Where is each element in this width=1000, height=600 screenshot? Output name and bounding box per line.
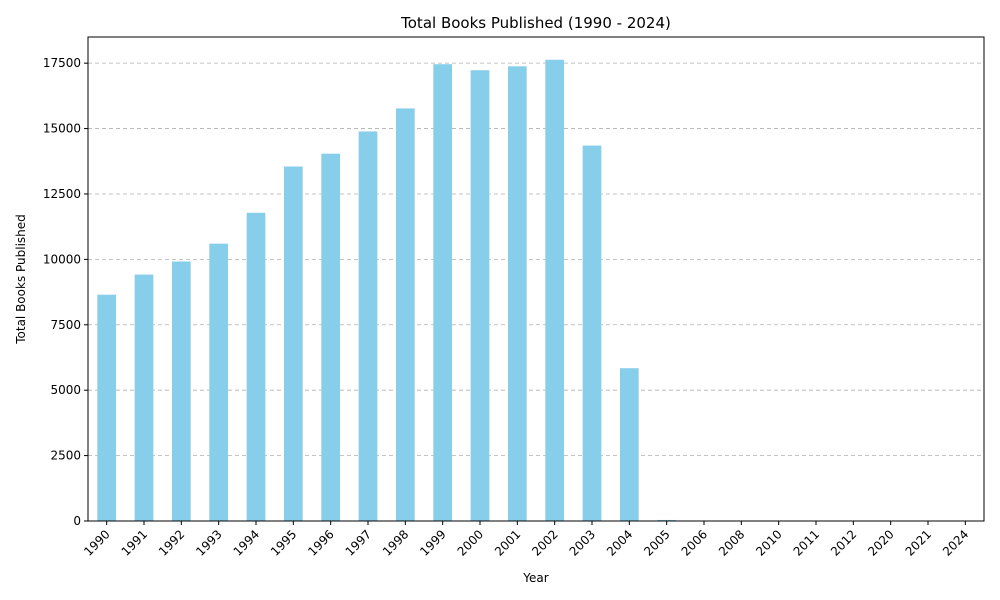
x-tick-label: 1991 [119,527,150,558]
x-tick-label: 2005 [641,527,672,558]
y-tick-label: 17500 [43,56,81,70]
x-tick-label: 2004 [604,527,635,558]
bar-1995 [284,166,303,522]
bar-1999 [433,64,452,521]
x-tick-label: 1996 [305,527,336,558]
x-tick-label: 1992 [156,527,187,558]
x-axis-ticks: 1990 1991 1992 1993 1994 1995 1996 1997 1998 1999… [81,521,971,559]
bar-1992 [172,261,191,521]
x-tick-label: 2003 [567,527,598,558]
x-axis-label: Year [522,571,548,585]
x-tick-label: 1995 [268,527,299,558]
y-tick-label: 10000 [43,252,81,266]
x-tick-label: 2006 [679,527,710,558]
x-tick-label: 2012 [828,527,859,558]
x-tick-label: 1997 [343,527,374,558]
x-tick-label: 1994 [231,527,262,558]
y-axis-ticks: 0 2500 5000 7500 10000 12500 15000 17500 [43,56,88,528]
bar-1996 [321,153,340,522]
bar-1991 [134,274,154,521]
y-tick-label: 5000 [50,383,81,397]
x-tick-label: 2010 [753,527,784,558]
bar-2001 [508,66,527,521]
y-tick-label: 7500 [50,318,81,332]
bar-1994 [246,212,266,521]
x-tick-label: 2000 [455,527,486,558]
x-tick-label: 2008 [716,527,747,558]
chart-title: Total Books Published (1990 - 2024) [400,14,671,32]
bar-2005 [657,519,676,521]
x-tick-label: 1999 [417,527,448,558]
bar-2000 [470,70,490,521]
bar-1998 [396,108,415,521]
y-tick-label: 12500 [43,187,81,201]
grid-lines [88,62,984,456]
x-tick-label: 2011 [791,527,822,558]
bar-2004 [620,368,639,521]
bars [97,59,975,522]
bar-1990 [97,294,116,521]
x-tick-label: 1990 [81,527,112,558]
x-tick-label: 2001 [492,527,523,558]
bar-2003 [582,145,602,521]
x-tick-label: 2020 [865,527,896,558]
bar-1993 [209,243,228,521]
x-tick-label: 1998 [380,527,411,558]
y-tick-label: 2500 [50,449,81,463]
x-tick-label: 2002 [529,527,560,558]
x-tick-label: 1993 [193,527,224,558]
plot-frame [87,36,985,522]
y-tick-label: 0 [73,514,81,528]
y-tick-label: 15000 [43,122,81,136]
x-tick-label: 2024 [940,527,971,558]
bar-2002 [545,59,564,522]
y-axis-label: Total Books Published [14,214,28,345]
x-tick-label: 2021 [903,527,934,558]
bar-1997 [358,131,378,521]
